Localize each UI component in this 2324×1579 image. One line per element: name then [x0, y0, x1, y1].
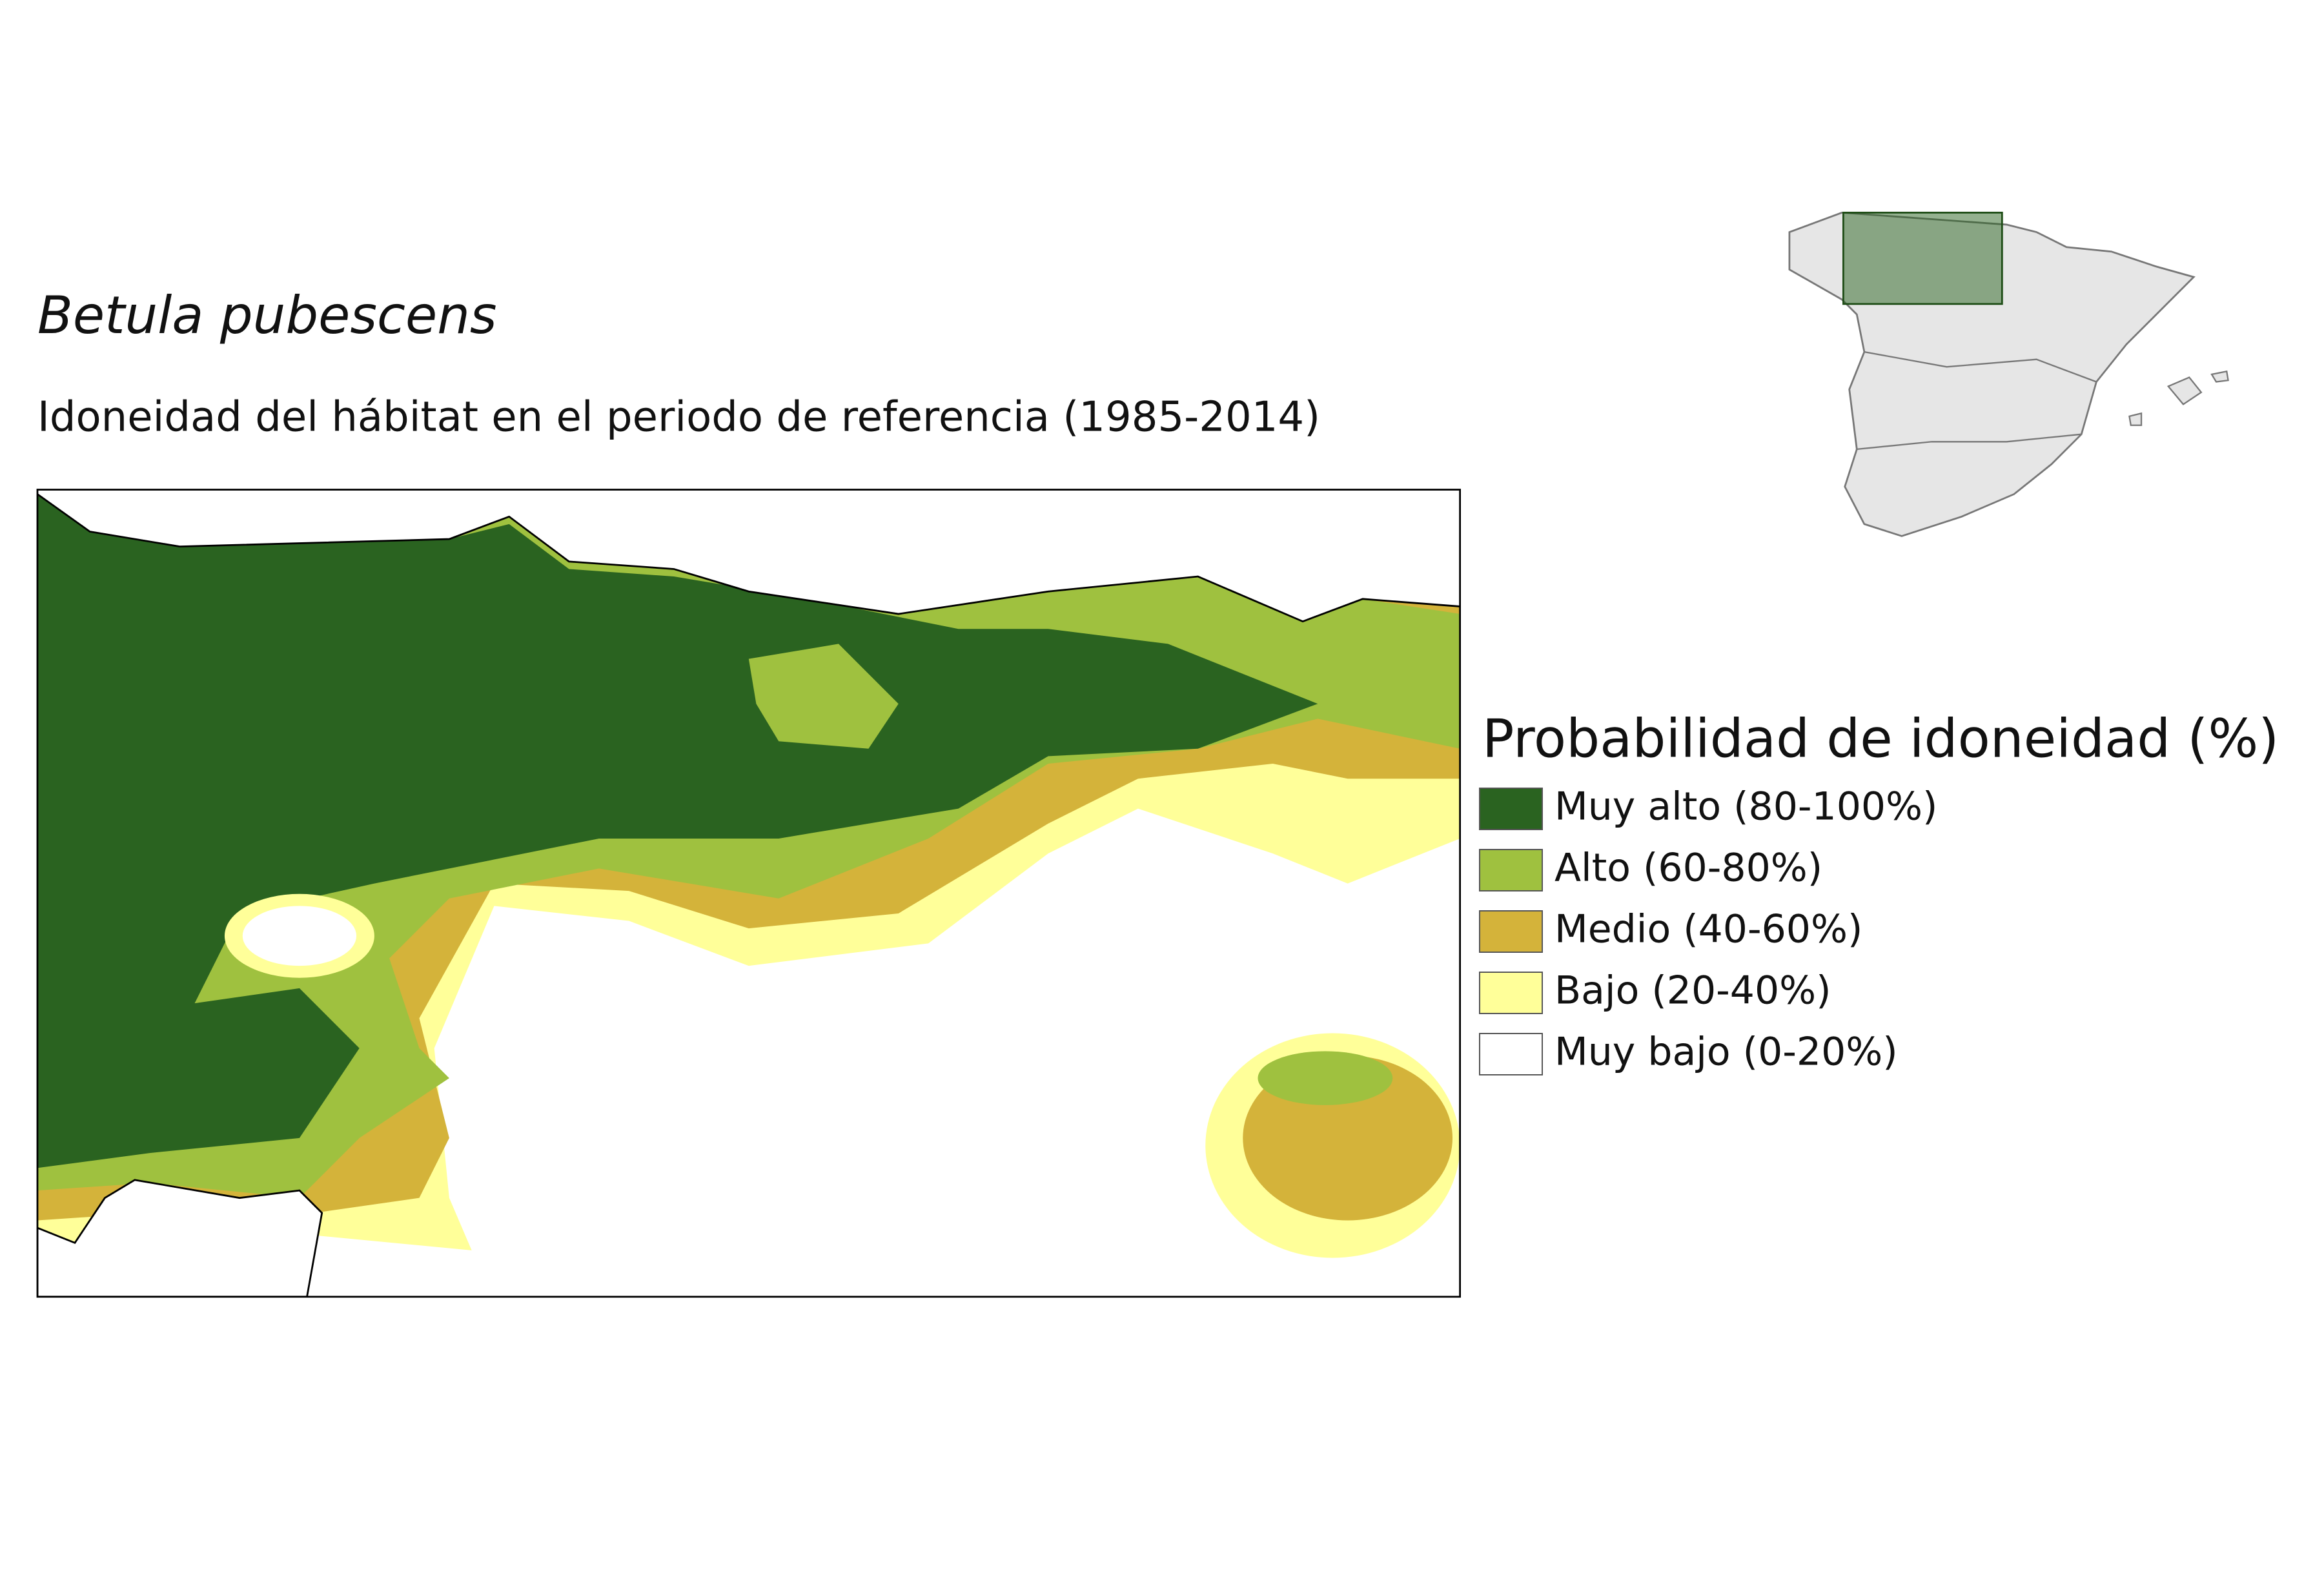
legend-swatch — [1479, 972, 1543, 1014]
zone-alto-se — [1258, 1051, 1393, 1105]
zone-muy-alto — [37, 494, 1318, 1168]
zone-alto-patch — [748, 644, 899, 749]
legend: Muy alto (80-100%) Alto (60-80%) Medio (40… — [1479, 784, 1937, 1075]
subtitle: Idoneidad del hábitat en el periodo de r… — [37, 394, 1320, 442]
inset-extent — [1842, 211, 2003, 305]
inset-island — [2128, 412, 2143, 426]
inset-map — [1788, 211, 2229, 537]
inset-regions — [1857, 433, 2082, 451]
legend-label: Medio (40-60%) — [1554, 907, 1862, 952]
coastline — [37, 493, 1460, 623]
legend-swatch — [1479, 910, 1543, 953]
legend-swatch — [1479, 849, 1543, 891]
legend-label: Alto (60-80%) — [1554, 846, 1822, 891]
habitat-map — [37, 489, 1460, 1297]
legend-title: Probabilidad de idoneidad (%) — [1482, 708, 2279, 769]
legend-label: Muy bajo (0-20%) — [1554, 1030, 1898, 1075]
map — [36, 211, 2229, 1298]
legend-swatch — [1479, 788, 1543, 830]
inset-regions — [1864, 351, 2097, 383]
sea — [37, 489, 1460, 622]
inset-island — [2210, 370, 2229, 383]
inset-island — [2166, 376, 2203, 405]
portugal — [37, 1179, 323, 1297]
legend-label: Bajo (20-40%) — [1554, 968, 1831, 1014]
species-title: Betula pubescens — [37, 285, 497, 345]
zone-muy-bajo-patch — [242, 906, 357, 966]
legend-swatch — [1479, 1033, 1543, 1075]
map-frame — [36, 489, 1462, 1298]
legend-label: Muy alto (80-100%) — [1554, 784, 1937, 830]
